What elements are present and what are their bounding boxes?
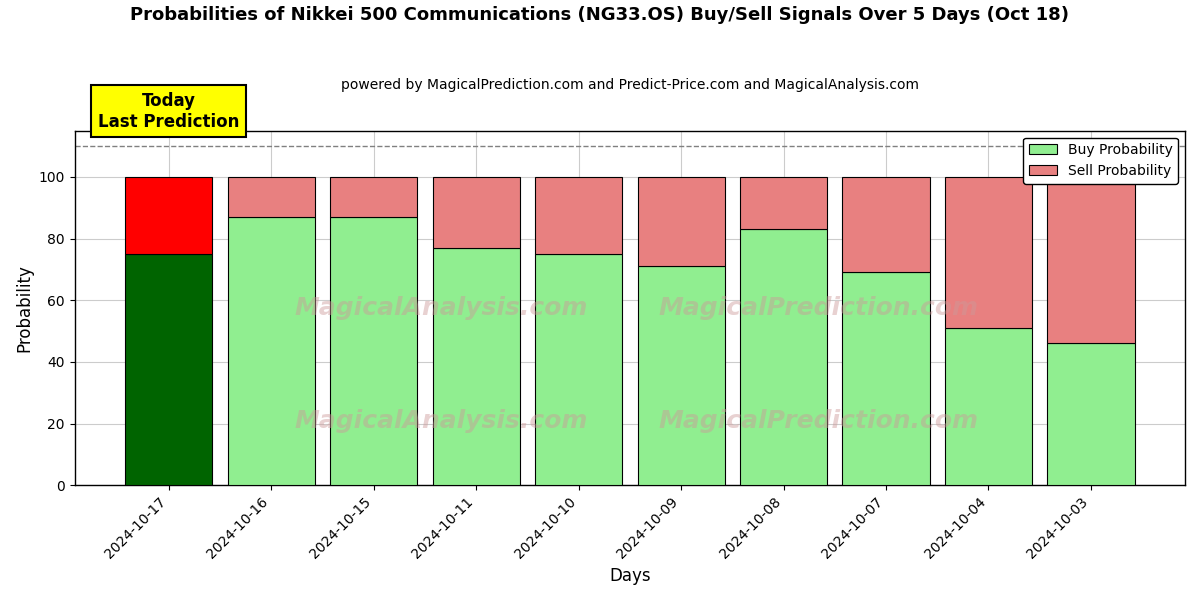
Bar	[637, 266, 725, 485]
Bar	[432, 177, 520, 248]
Bar	[842, 272, 930, 485]
Bar	[944, 177, 1032, 328]
Text: MagicalAnalysis.com: MagicalAnalysis.com	[294, 409, 588, 433]
Text: MagicalPrediction.com: MagicalPrediction.com	[659, 296, 978, 320]
Bar	[432, 248, 520, 485]
Bar	[330, 177, 418, 217]
Legend: Buy Probability, Sell Probability: Buy Probability, Sell Probability	[1024, 137, 1178, 184]
Bar	[125, 177, 212, 254]
Text: MagicalAnalysis.com: MagicalAnalysis.com	[294, 296, 588, 320]
Bar	[1048, 177, 1134, 343]
Bar	[740, 177, 827, 229]
Bar	[944, 328, 1032, 485]
Bar	[535, 254, 622, 485]
Text: Today
Last Prediction: Today Last Prediction	[98, 92, 239, 131]
Bar	[330, 217, 418, 485]
Bar	[842, 177, 930, 272]
Bar	[535, 177, 622, 254]
Bar	[1048, 343, 1134, 485]
Title: powered by MagicalPrediction.com and Predict-Price.com and MagicalAnalysis.com: powered by MagicalPrediction.com and Pre…	[341, 78, 919, 92]
Text: Probabilities of Nikkei 500 Communications (NG33.OS) Buy/Sell Signals Over 5 Day: Probabilities of Nikkei 500 Communicatio…	[131, 6, 1069, 24]
Bar	[228, 217, 314, 485]
Y-axis label: Probability: Probability	[16, 264, 34, 352]
Text: MagicalPrediction.com: MagicalPrediction.com	[659, 409, 978, 433]
Bar	[228, 177, 314, 217]
Bar	[637, 177, 725, 266]
X-axis label: Days: Days	[610, 567, 650, 585]
Bar	[125, 254, 212, 485]
Bar	[740, 229, 827, 485]
